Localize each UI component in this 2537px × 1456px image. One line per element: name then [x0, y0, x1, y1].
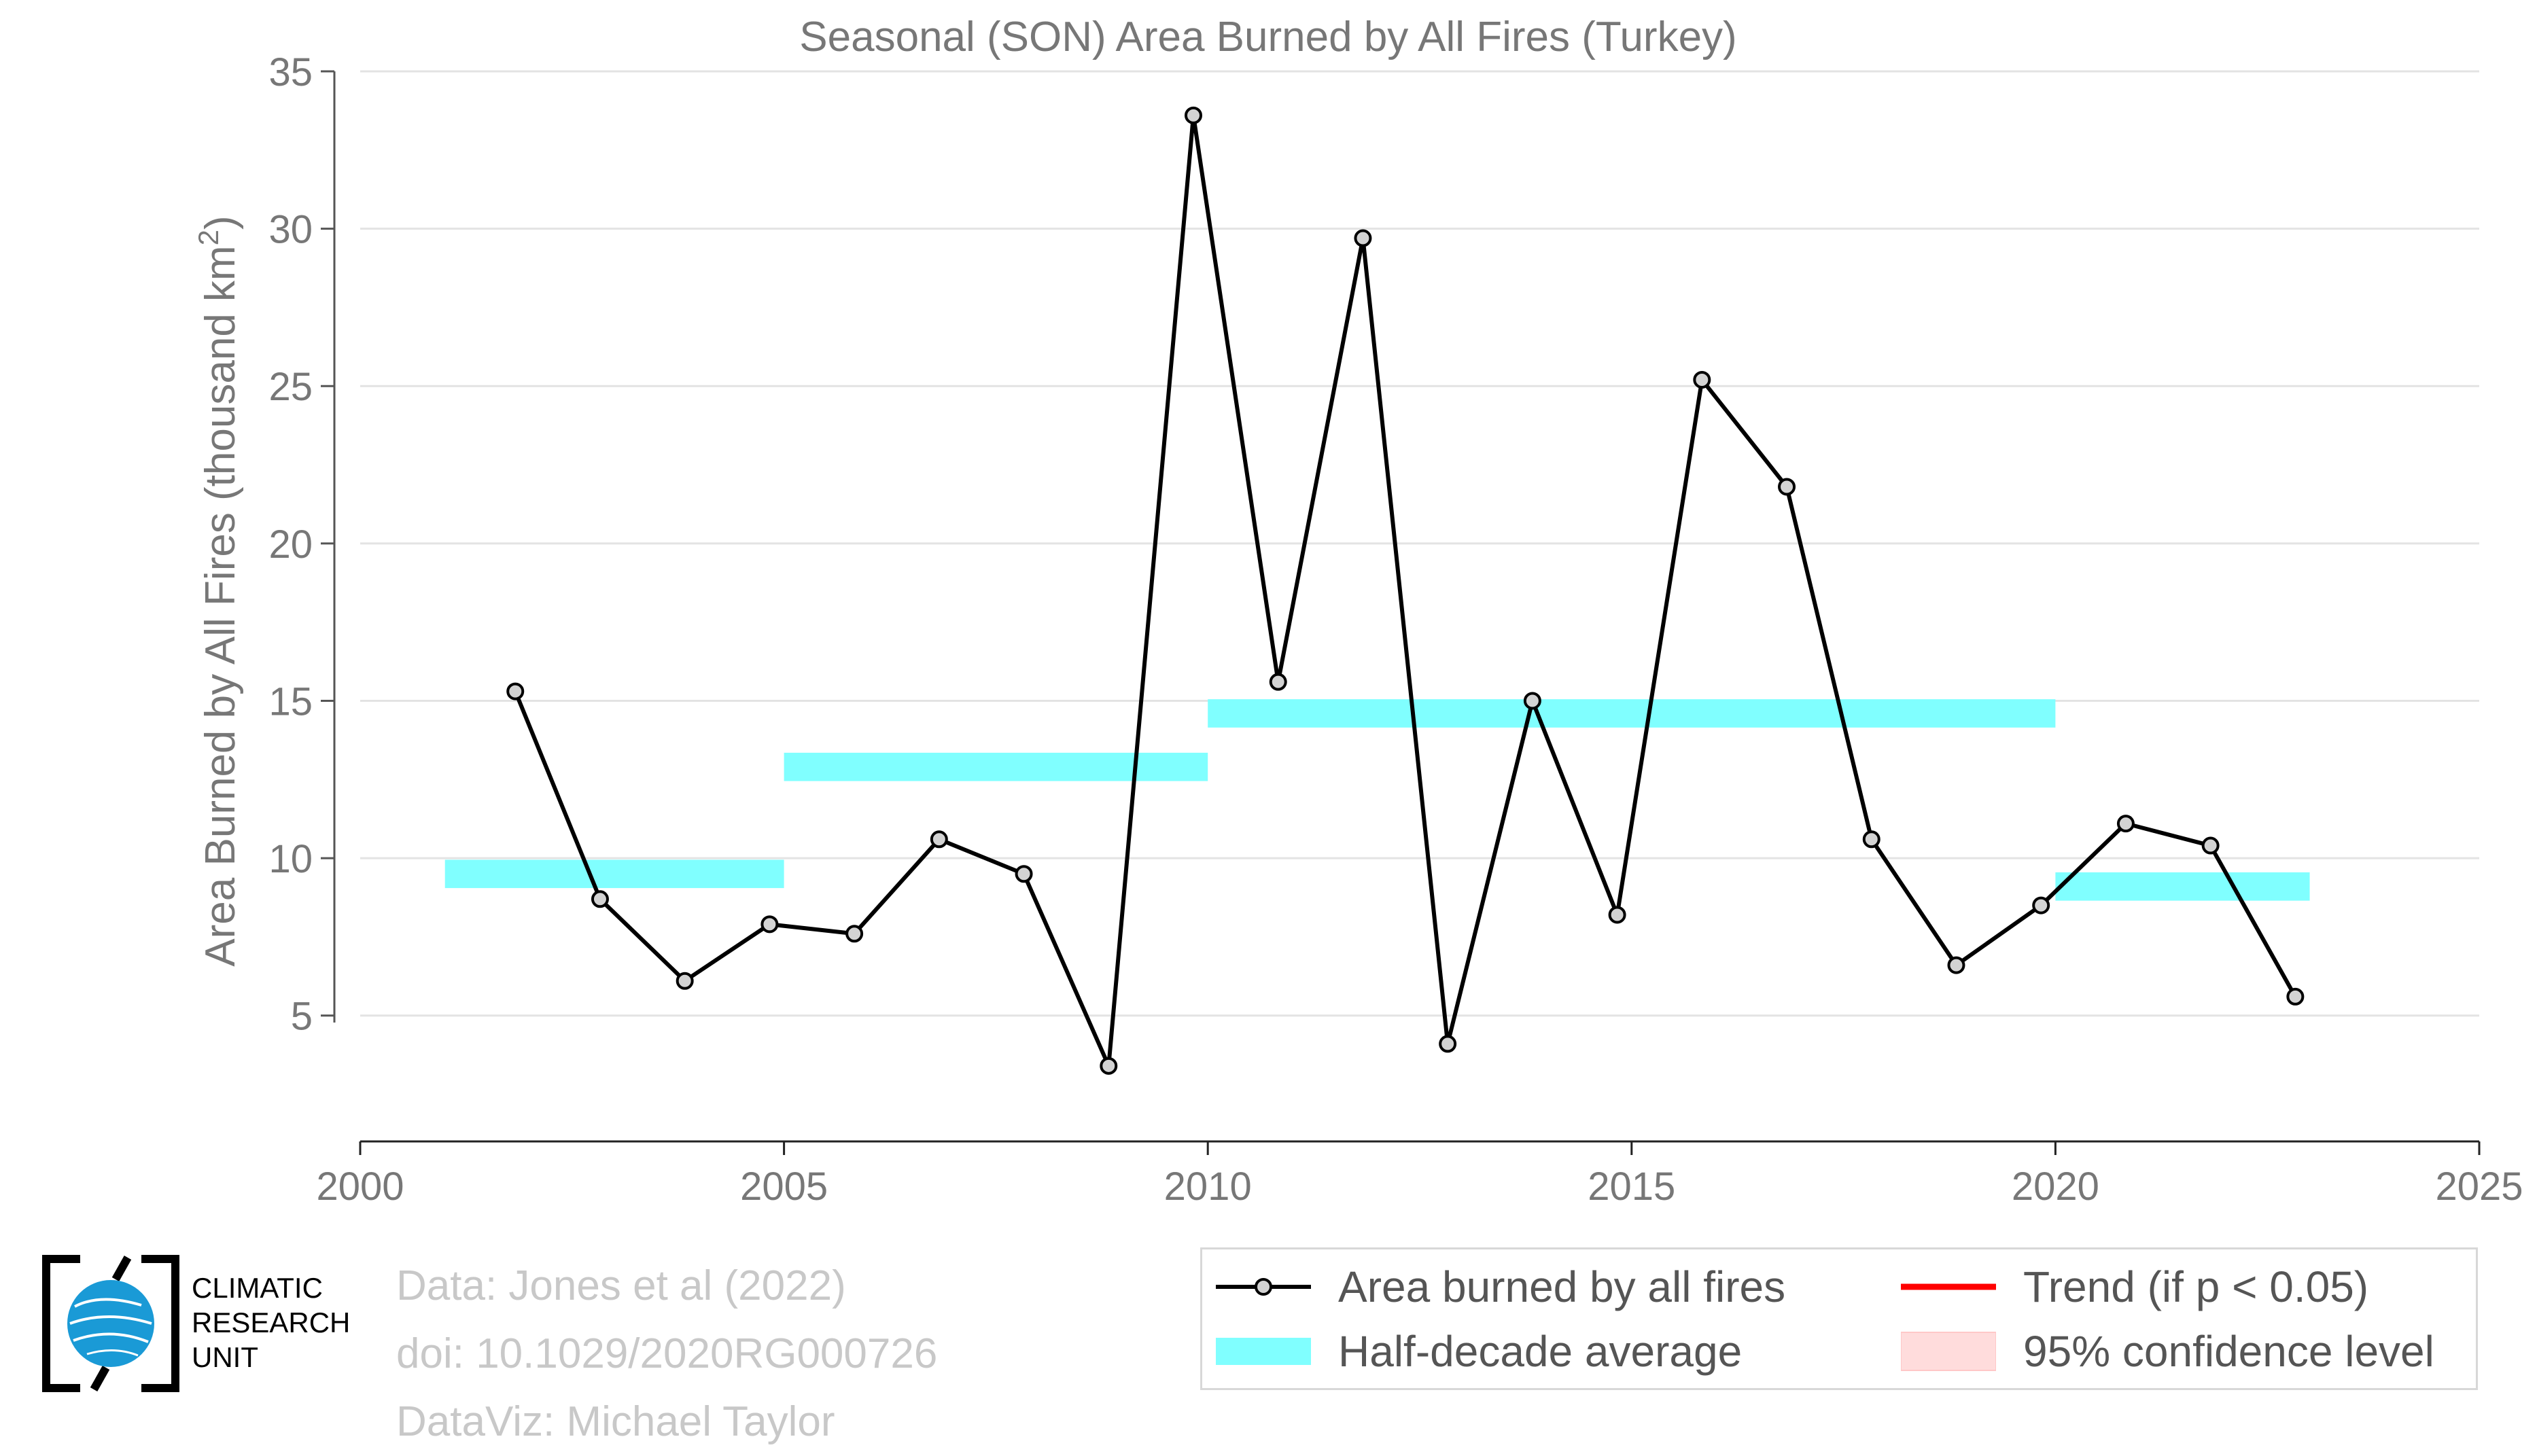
legend-item-half-decade: Half-decade average: [1216, 1321, 1742, 1382]
cru-line-3: UNIT: [192, 1341, 258, 1373]
area-burned-point: [676, 972, 694, 990]
x-tick-label: 2005: [740, 1165, 828, 1209]
half-decade-average-bars: [444, 699, 2310, 901]
cru-line-2: RESEARCH: [192, 1307, 351, 1338]
legend: Area burned by all fires Trend (if p < 0…: [1200, 1247, 2478, 1390]
legend-item-area-burned: Area burned by all fires: [1216, 1256, 1785, 1317]
legend-key-line-marker: [1216, 1256, 1311, 1317]
data-credits: Data: Jones et al (2022) doi: 10.1029/20…: [396, 1252, 937, 1456]
credit-dataviz: DataViz: Michael Taylor: [396, 1398, 835, 1445]
area-burned-point: [2116, 815, 2135, 833]
legend-item-trend: Trend (if p < 0.05): [1901, 1256, 2368, 1317]
area-burned-point: [1184, 106, 1202, 124]
x-tick-label: 2020: [2012, 1165, 2099, 1209]
x-tick-label: 2015: [1588, 1165, 1675, 1209]
x-tick-label: 2010: [1164, 1165, 1252, 1209]
half-decade-average-bar: [2055, 872, 2310, 901]
y-tick-label: 15: [268, 679, 313, 724]
legend-key-trend-line: [1901, 1256, 1996, 1317]
y-axis-label: Area Burned by All Fires (thousand km2): [192, 215, 244, 966]
x-tick-label: 2025: [2435, 1165, 2523, 1209]
area-burned-point: [1354, 229, 1372, 247]
area-burned-point: [1269, 673, 1287, 691]
area-burned-point: [845, 925, 864, 943]
legend-label-trend: Trend (if p < 0.05): [2023, 1262, 2369, 1311]
area-burned-point: [1439, 1035, 1457, 1053]
legend-key-confidence-band: [1900, 1321, 1997, 1382]
legend-label-area-burned: Area burned by all fires: [1338, 1262, 1786, 1311]
area-burned-point: [2286, 987, 2305, 1006]
y-tick-label: 10: [268, 837, 313, 881]
area-burned-line: [513, 113, 2297, 1068]
y-tick-label: 35: [268, 50, 313, 94]
legend-label-confidence: 95% confidence level: [2023, 1327, 2434, 1376]
area-burned-point: [2032, 896, 2050, 915]
y-tick-label: 20: [268, 522, 313, 567]
area-burned-point: [591, 890, 609, 908]
half-decade-average-bar: [1208, 699, 2056, 728]
area-burned-point: [1015, 865, 1033, 883]
y-tick-label: 30: [268, 208, 313, 252]
y-axis-label-text: Area Burned by All Fires (thousand km: [197, 245, 244, 966]
cru-logo: [39, 1252, 182, 1395]
cru-line-1: CLIMATIC: [192, 1272, 323, 1304]
area-burned-point: [1523, 692, 1541, 710]
y-axis-label-superscript: 2: [192, 230, 224, 245]
area-burned-point: [760, 915, 779, 934]
credit-data-source: Data: Jones et al (2022): [396, 1262, 846, 1309]
area-burned-point: [1693, 370, 1711, 389]
legend-key-half-decade-band: [1216, 1321, 1311, 1382]
cru-wordmark: CLIMATIC RESEARCH UNIT: [192, 1271, 350, 1374]
globe-icon: [42, 1255, 179, 1392]
half-decade-average-bar: [444, 859, 784, 889]
area-burned-series: [506, 106, 2305, 1075]
area-burned-point: [1100, 1057, 1118, 1075]
y-tick-label: 25: [268, 365, 313, 409]
half-decade-average-bar: [784, 752, 1208, 781]
x-tick-label: 2000: [316, 1165, 404, 1209]
y-axis-label-close: ): [197, 215, 244, 230]
area-burned-point: [930, 830, 948, 849]
chart-title: Seasonal (SON) Area Burned by All Fires …: [799, 14, 1736, 60]
legend-label-half-decade: Half-decade average: [1338, 1327, 1743, 1376]
area-burned-point: [506, 682, 525, 700]
area-burned-point: [1862, 830, 1880, 849]
credit-doi: doi: 10.1029/2020RG000726: [396, 1330, 938, 1377]
area-burned-point: [2201, 836, 2220, 855]
area-burned-point: [1947, 956, 1965, 974]
area-burned-point: [1778, 478, 1796, 496]
y-tick-label: 5: [291, 995, 313, 1039]
area-burned-point: [1608, 906, 1626, 924]
legend-item-confidence: 95% confidence level: [1900, 1321, 2434, 1382]
